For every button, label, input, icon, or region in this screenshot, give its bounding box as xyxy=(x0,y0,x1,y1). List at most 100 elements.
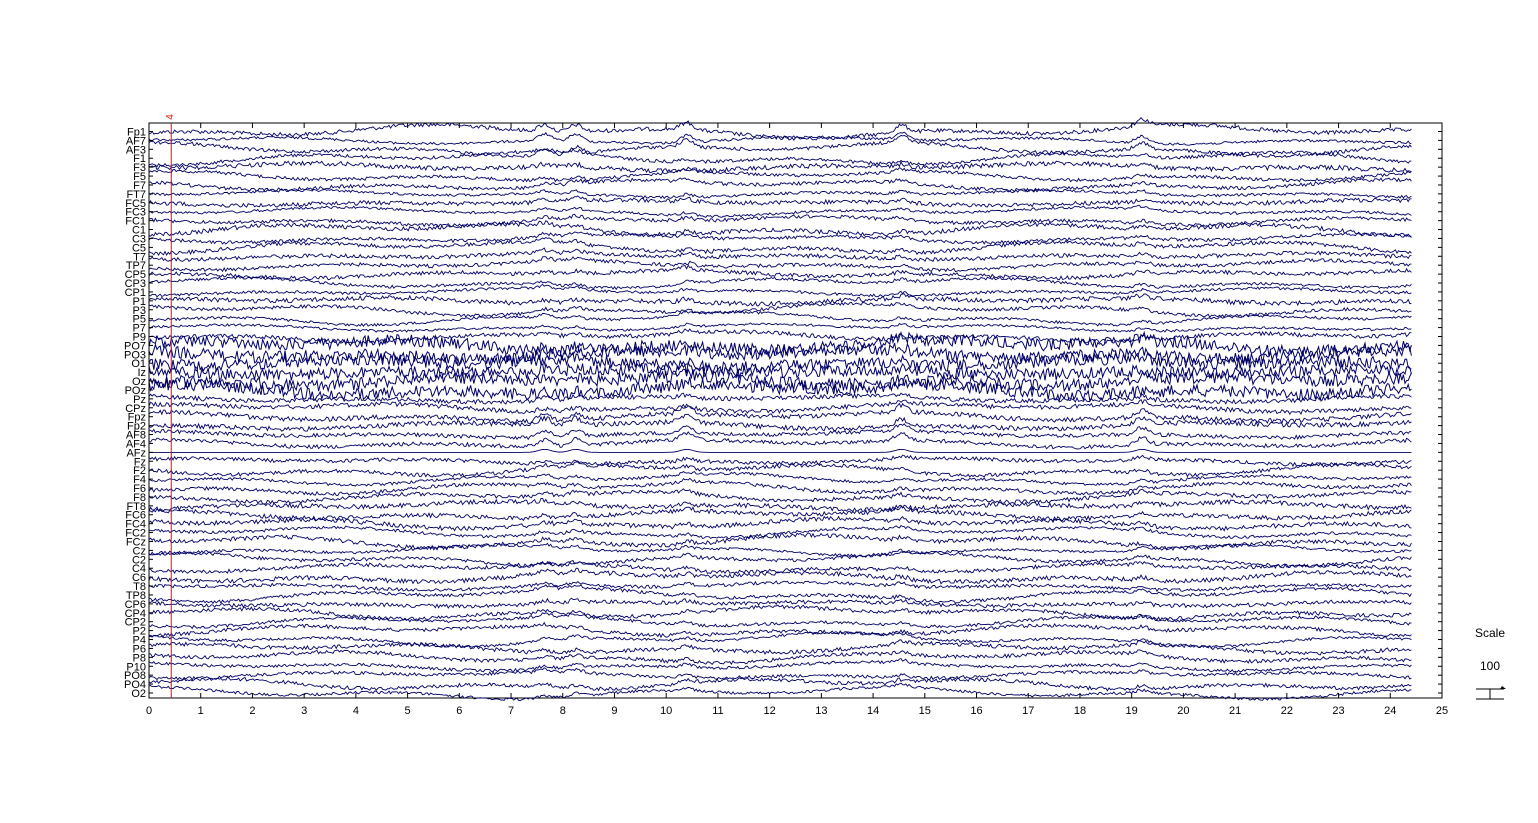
channel-label-AF7: AF7 xyxy=(126,135,146,147)
trace-C4 xyxy=(149,559,1412,575)
channel-label-P10: P10 xyxy=(126,661,146,673)
channel-label-F7: F7 xyxy=(133,180,146,192)
trace-Pz xyxy=(148,392,1412,405)
x-tick-label-2: 2 xyxy=(249,705,255,717)
channel-label-Pz: Pz xyxy=(133,394,146,406)
trace-FC2 xyxy=(148,525,1412,540)
x-tick-label-5: 5 xyxy=(405,705,411,717)
x-tick-label-4: 4 xyxy=(353,705,359,717)
channel-label-O1: O1 xyxy=(131,358,146,370)
channel-label-C1: C1 xyxy=(132,225,146,237)
channel-label-CP1: CP1 xyxy=(125,287,146,299)
channel-label-F6: F6 xyxy=(133,483,146,495)
trace-Fp1 xyxy=(148,116,1412,142)
y-axis-ticks xyxy=(149,131,1442,694)
channel-label-T7: T7 xyxy=(133,251,146,263)
x-tick-label-10: 10 xyxy=(660,705,672,717)
trace-F8 xyxy=(148,488,1412,505)
trace-F5 xyxy=(148,167,1412,183)
trace-F1 xyxy=(148,148,1412,168)
channel-label-TP7: TP7 xyxy=(126,260,146,272)
trace-AFz xyxy=(149,448,1412,453)
trace-PO7 xyxy=(148,330,1412,359)
trace-F6 xyxy=(148,477,1412,496)
trace-F3 xyxy=(148,160,1412,174)
channel-label-P7: P7 xyxy=(133,323,146,335)
x-tick-label-19: 19 xyxy=(1126,705,1138,717)
channel-label-Iz: Iz xyxy=(137,367,146,379)
x-tick-label-11: 11 xyxy=(712,705,723,717)
x-tick-label-12: 12 xyxy=(764,705,776,717)
channel-label-CP6: CP6 xyxy=(125,599,146,611)
channel-label-P8: P8 xyxy=(133,652,146,664)
event-label: 4 xyxy=(165,114,176,120)
channel-label-F1: F1 xyxy=(133,153,146,165)
trace-C6 xyxy=(148,567,1412,585)
channel-label-P2: P2 xyxy=(133,626,146,638)
scale-legend: Scale 100 xyxy=(1475,626,1506,700)
channel-label-Oz: Oz xyxy=(132,376,146,388)
channel-label-FT7: FT7 xyxy=(126,189,146,201)
x-tick-label-22: 22 xyxy=(1281,705,1293,717)
channel-label-F3: F3 xyxy=(133,162,146,174)
channel-label-C4: C4 xyxy=(132,563,146,575)
trace-P8 xyxy=(148,649,1412,665)
x-tick-label-14: 14 xyxy=(867,705,879,717)
trace-C1 xyxy=(148,220,1412,238)
trace-CP1 xyxy=(148,283,1412,298)
x-tick-label-21: 21 xyxy=(1229,705,1241,717)
channel-label-CP5: CP5 xyxy=(125,269,146,281)
x-tick-label-9: 9 xyxy=(611,705,617,717)
x-tick-label-15: 15 xyxy=(919,705,931,717)
trace-Oz xyxy=(148,368,1412,393)
channel-label-P5: P5 xyxy=(133,314,146,326)
channel-label-C5: C5 xyxy=(132,242,146,254)
trace-P3 xyxy=(148,301,1412,319)
channel-label-Fp2: Fp2 xyxy=(127,421,146,433)
trace-F2 xyxy=(148,461,1412,478)
trace-P2 xyxy=(148,621,1412,639)
channel-label-CPz: CPz xyxy=(125,403,146,415)
channel-label-AF3: AF3 xyxy=(126,144,146,156)
trace-P5 xyxy=(148,310,1412,327)
trace-C5 xyxy=(148,236,1412,257)
trace-Fp2 xyxy=(148,413,1412,432)
channel-label-F8: F8 xyxy=(133,492,146,504)
channel-label-C2: C2 xyxy=(132,554,146,566)
trace-CP2 xyxy=(148,612,1412,630)
eeg-traces xyxy=(148,116,1412,702)
channel-label-AF8: AF8 xyxy=(126,430,146,442)
trace-T8 xyxy=(148,580,1412,593)
trace-FC6 xyxy=(148,505,1412,522)
channel-label-Fp1: Fp1 xyxy=(127,127,146,139)
trace-P6 xyxy=(148,639,1412,656)
trace-FC1 xyxy=(148,213,1412,228)
trace-P1 xyxy=(148,293,1412,307)
channel-label-PO4: PO4 xyxy=(124,679,146,691)
trace-PO8 xyxy=(148,667,1412,681)
channel-label-CP3: CP3 xyxy=(125,278,146,290)
x-tick-label-23: 23 xyxy=(1332,705,1344,717)
channel-label-PO3: PO3 xyxy=(124,349,146,361)
x-tick-label-7: 7 xyxy=(508,705,514,717)
channel-label-TP8: TP8 xyxy=(126,590,146,602)
trace-FCz xyxy=(148,532,1412,551)
trace-C2 xyxy=(148,548,1412,568)
scale-title: Scale xyxy=(1475,626,1505,640)
trace-AF3 xyxy=(148,134,1412,159)
channel-label-P1: P1 xyxy=(133,296,146,308)
x-tick-label-16: 16 xyxy=(970,705,982,717)
channel-label-PO7: PO7 xyxy=(124,340,146,352)
trace-AF4 xyxy=(148,431,1412,450)
channel-labels: Fp1AF7AF3F1F3F5F7FT7FC5FC3FC1C1C3C5T7TP7… xyxy=(124,127,146,701)
channel-label-Fpz: Fpz xyxy=(128,412,146,424)
channel-label-C6: C6 xyxy=(132,572,146,584)
trace-P7 xyxy=(148,322,1412,333)
trace-O1 xyxy=(148,351,1412,375)
channel-label-CP2: CP2 xyxy=(125,617,146,629)
channel-label-Cz: Cz xyxy=(133,545,146,557)
channel-label-FC2: FC2 xyxy=(125,528,146,540)
trace-CP6 xyxy=(148,597,1412,609)
channel-label-F2: F2 xyxy=(133,465,146,477)
